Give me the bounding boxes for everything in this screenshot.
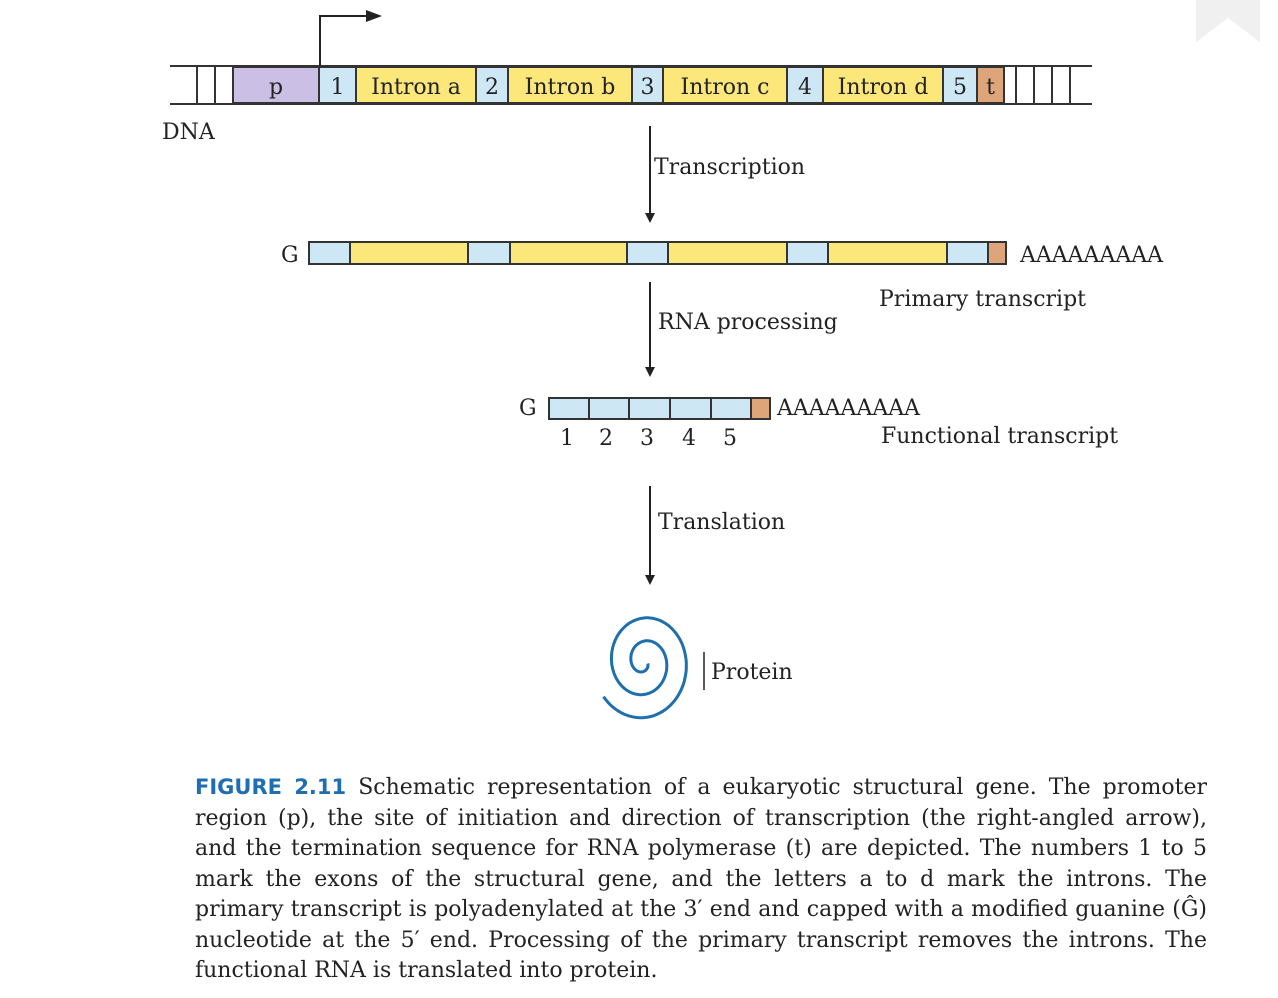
transcription-start-arrow: [319, 10, 382, 66]
primary-polya-label: AAAAAAAAA: [1019, 243, 1164, 268]
exon-number-label: 2: [599, 426, 613, 451]
protein-spiral-icon: [602, 616, 688, 720]
functional-exon-block: [710, 397, 752, 420]
dna-segment-label: Intron b: [525, 75, 616, 100]
exon-number-label: 3: [640, 426, 654, 451]
primary-exon-block: [467, 241, 511, 265]
dna-exon-1: [318, 66, 357, 104]
primary-exon-block: [786, 241, 829, 265]
functional-terminator-block: [750, 397, 771, 420]
dna-segment-label: Intron c: [681, 75, 770, 100]
dna-segment-label: 2: [485, 75, 499, 100]
figure-caption: FIGURE 2.11 Schematic representation of …: [195, 772, 1207, 987]
primary-exon-block: [626, 241, 669, 265]
dna-segment-label: 4: [798, 75, 812, 100]
dna-exon-4: [786, 66, 824, 104]
bookmark-icon: [1196, 0, 1260, 42]
primary-cap-label: G: [281, 243, 299, 268]
exon-number-label: 4: [682, 426, 696, 451]
dna-intron-intron-d: [822, 66, 944, 104]
figure-label: FIGURE 2.11: [195, 775, 347, 799]
dna-segment-label: Intron d: [838, 75, 929, 100]
caption-text: Schematic representation of a eukaryotic…: [195, 775, 1207, 983]
functional-exon-block: [548, 397, 590, 420]
primary-transcript-label: Primary transcript: [879, 287, 1086, 312]
translation-label: Translation: [658, 510, 785, 535]
functional-transcript-bar: [548, 397, 771, 420]
dna-segment-label: p: [269, 75, 283, 100]
rna-processing-label: RNA processing: [658, 310, 838, 335]
dna-intron-intron-a: [355, 66, 477, 104]
functional-exon-block: [628, 397, 671, 420]
transcription-label: Transcription: [654, 155, 805, 180]
primary-exon-block: [946, 241, 989, 265]
dna-intron-intron-b: [507, 66, 633, 104]
primary-terminator-block: [987, 241, 1007, 265]
primary-intron-block: [827, 241, 948, 265]
dna-segment-label: 5: [953, 75, 967, 100]
primary-exon-block: [308, 241, 351, 265]
dna-left-ticks: [196, 66, 234, 104]
exon-number-label: 5: [723, 426, 737, 451]
dna-segment-label: Intron a: [371, 75, 461, 100]
functional-exon-block: [588, 397, 630, 420]
protein-label: Protein: [711, 660, 793, 685]
dna-terminator-t: [976, 66, 1005, 104]
dna-promoter-p: [232, 66, 320, 104]
dna-segment-label: t: [986, 75, 995, 100]
dna-segment-label: 1: [331, 75, 345, 100]
primary-intron-block: [349, 241, 469, 265]
primary-intron-block: [509, 241, 628, 265]
dna-intron-intron-c: [662, 66, 788, 104]
functional-polya-label: AAAAAAAAA: [776, 396, 921, 421]
dna-segment-label: 3: [641, 75, 655, 100]
primary-transcript-bar: [308, 241, 1007, 265]
functional-exon-block: [669, 397, 712, 420]
exon-number-label: 1: [560, 426, 574, 451]
primary-intron-block: [667, 241, 788, 265]
dna-label: DNA: [162, 120, 216, 145]
functional-transcript-label: Functional transcript: [881, 424, 1118, 449]
dna-right-ticks: [1015, 66, 1071, 104]
functional-cap-label: G: [519, 396, 537, 421]
